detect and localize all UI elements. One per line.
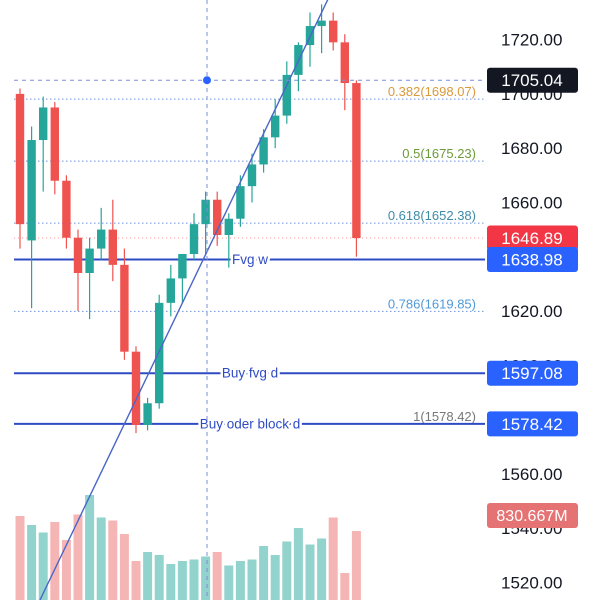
- level-lines: 0.382(1698.07) 0.5(1675.23) 0.618(1652.38)…: [14, 84, 485, 434]
- candle-body: [224, 218, 233, 236]
- level-price-badge: 1638.98: [501, 250, 562, 269]
- volume-bar: [259, 546, 269, 600]
- volume-bar: [15, 516, 25, 600]
- volume-bar: [143, 552, 153, 600]
- volume-bar: [293, 528, 303, 600]
- volume-badge: 830.667M: [496, 508, 567, 525]
- zone-label: Buy oder block d: [200, 416, 301, 431]
- candle-body: [73, 237, 83, 273]
- y-tick-label: 1720.00: [501, 31, 562, 50]
- candle-body: [201, 199, 210, 225]
- y-tick-label: 1680.00: [501, 139, 562, 158]
- candle-body: [247, 164, 257, 187]
- volume-bar: [317, 538, 327, 600]
- level-price-badge-bg: [487, 246, 578, 272]
- volume-bar: [224, 565, 234, 600]
- candle-body: [97, 229, 106, 249]
- candle-body: [271, 115, 280, 138]
- volume-bar: [73, 514, 83, 600]
- volume-bar: [282, 541, 292, 600]
- candle-body: [108, 229, 117, 265]
- candle-body: [85, 248, 94, 273]
- volume-bar: [154, 555, 164, 600]
- fib-level-label: 0.618(1652.38): [388, 208, 476, 223]
- volume-bar: [189, 559, 199, 600]
- crosshair-price-badge-bg: [487, 67, 578, 93]
- candle-body: [143, 403, 152, 425]
- zone-label: Fvg w: [232, 252, 268, 267]
- volume-bar: [131, 561, 141, 600]
- last-price-badge-bg: [487, 225, 578, 251]
- volume-bar: [61, 540, 71, 600]
- volume-bar: [305, 544, 315, 600]
- level-price-badge: 1578.42: [501, 415, 562, 434]
- candle-body: [189, 224, 199, 255]
- trendline: [39, 0, 329, 600]
- fib-level-label: 0.5(1675.23): [402, 146, 476, 161]
- candle-body: [282, 74, 291, 116]
- price-axis-labels: 1705.04 1646.89 1638.98 1597.08 1578.42 830.6…: [487, 67, 578, 528]
- volume-bars: [15, 495, 361, 600]
- volume-bar: [328, 517, 338, 600]
- volume-bar: [96, 517, 106, 600]
- volume-bar: [270, 555, 280, 600]
- y-tick-label: 1520.00: [501, 573, 562, 592]
- last-price-badge: 1646.89: [501, 229, 562, 248]
- candle-body: [340, 42, 349, 84]
- level-price-badge: 1597.08: [501, 364, 562, 383]
- y-tick-label: 1560.00: [501, 465, 562, 484]
- y-tick-label: 1620.00: [501, 302, 562, 321]
- fib-level-label: 0.382(1698.07): [388, 84, 476, 99]
- candles: [15, 4, 361, 434]
- zone-label: Buy fvg d: [222, 366, 278, 381]
- volume-bar: [235, 561, 245, 600]
- crosshair-price-badge: 1705.04: [501, 71, 562, 90]
- candle-body: [15, 93, 25, 225]
- volume-bar: [108, 520, 118, 600]
- candle-body: [236, 186, 245, 219]
- candle-body: [155, 302, 164, 404]
- volume-bar: [351, 531, 361, 600]
- candle-body: [317, 20, 326, 27]
- candle-body: [259, 137, 268, 165]
- y-tick-label: 1660.00: [501, 193, 562, 212]
- candle-body: [352, 83, 361, 239]
- volume-bar: [27, 525, 37, 600]
- level-price-badge-bg: [487, 360, 578, 386]
- volume-bar: [50, 522, 60, 600]
- candle-body: [62, 180, 71, 238]
- candle-body: [120, 264, 129, 352]
- candle-body: [131, 351, 141, 425]
- volume-bar: [166, 564, 176, 600]
- volume-badge-bg: [487, 503, 578, 528]
- candle-body: [213, 199, 222, 236]
- candle-body: [27, 140, 36, 241]
- crosshair-dot: [203, 76, 211, 85]
- volume-bar: [212, 552, 222, 600]
- volume-bar: [201, 556, 211, 600]
- drawing-overlays: [14, 0, 485, 600]
- volume-bar: [38, 532, 48, 600]
- volume-bar: [177, 561, 187, 600]
- volume-bar: [85, 495, 95, 600]
- candle-body: [166, 278, 175, 303]
- volume-bar: [119, 534, 129, 600]
- fib-level-label: 0.786(1619.85): [388, 296, 476, 311]
- candle-body: [329, 20, 338, 43]
- candle-body: [50, 107, 59, 181]
- candle-body: [39, 107, 48, 141]
- candle-body: [178, 254, 187, 279]
- volume-bar: [340, 573, 350, 600]
- level-price-badge-bg: [487, 411, 578, 437]
- volume-bar: [247, 559, 257, 600]
- fib-level-label: 1(1578.42): [413, 409, 476, 424]
